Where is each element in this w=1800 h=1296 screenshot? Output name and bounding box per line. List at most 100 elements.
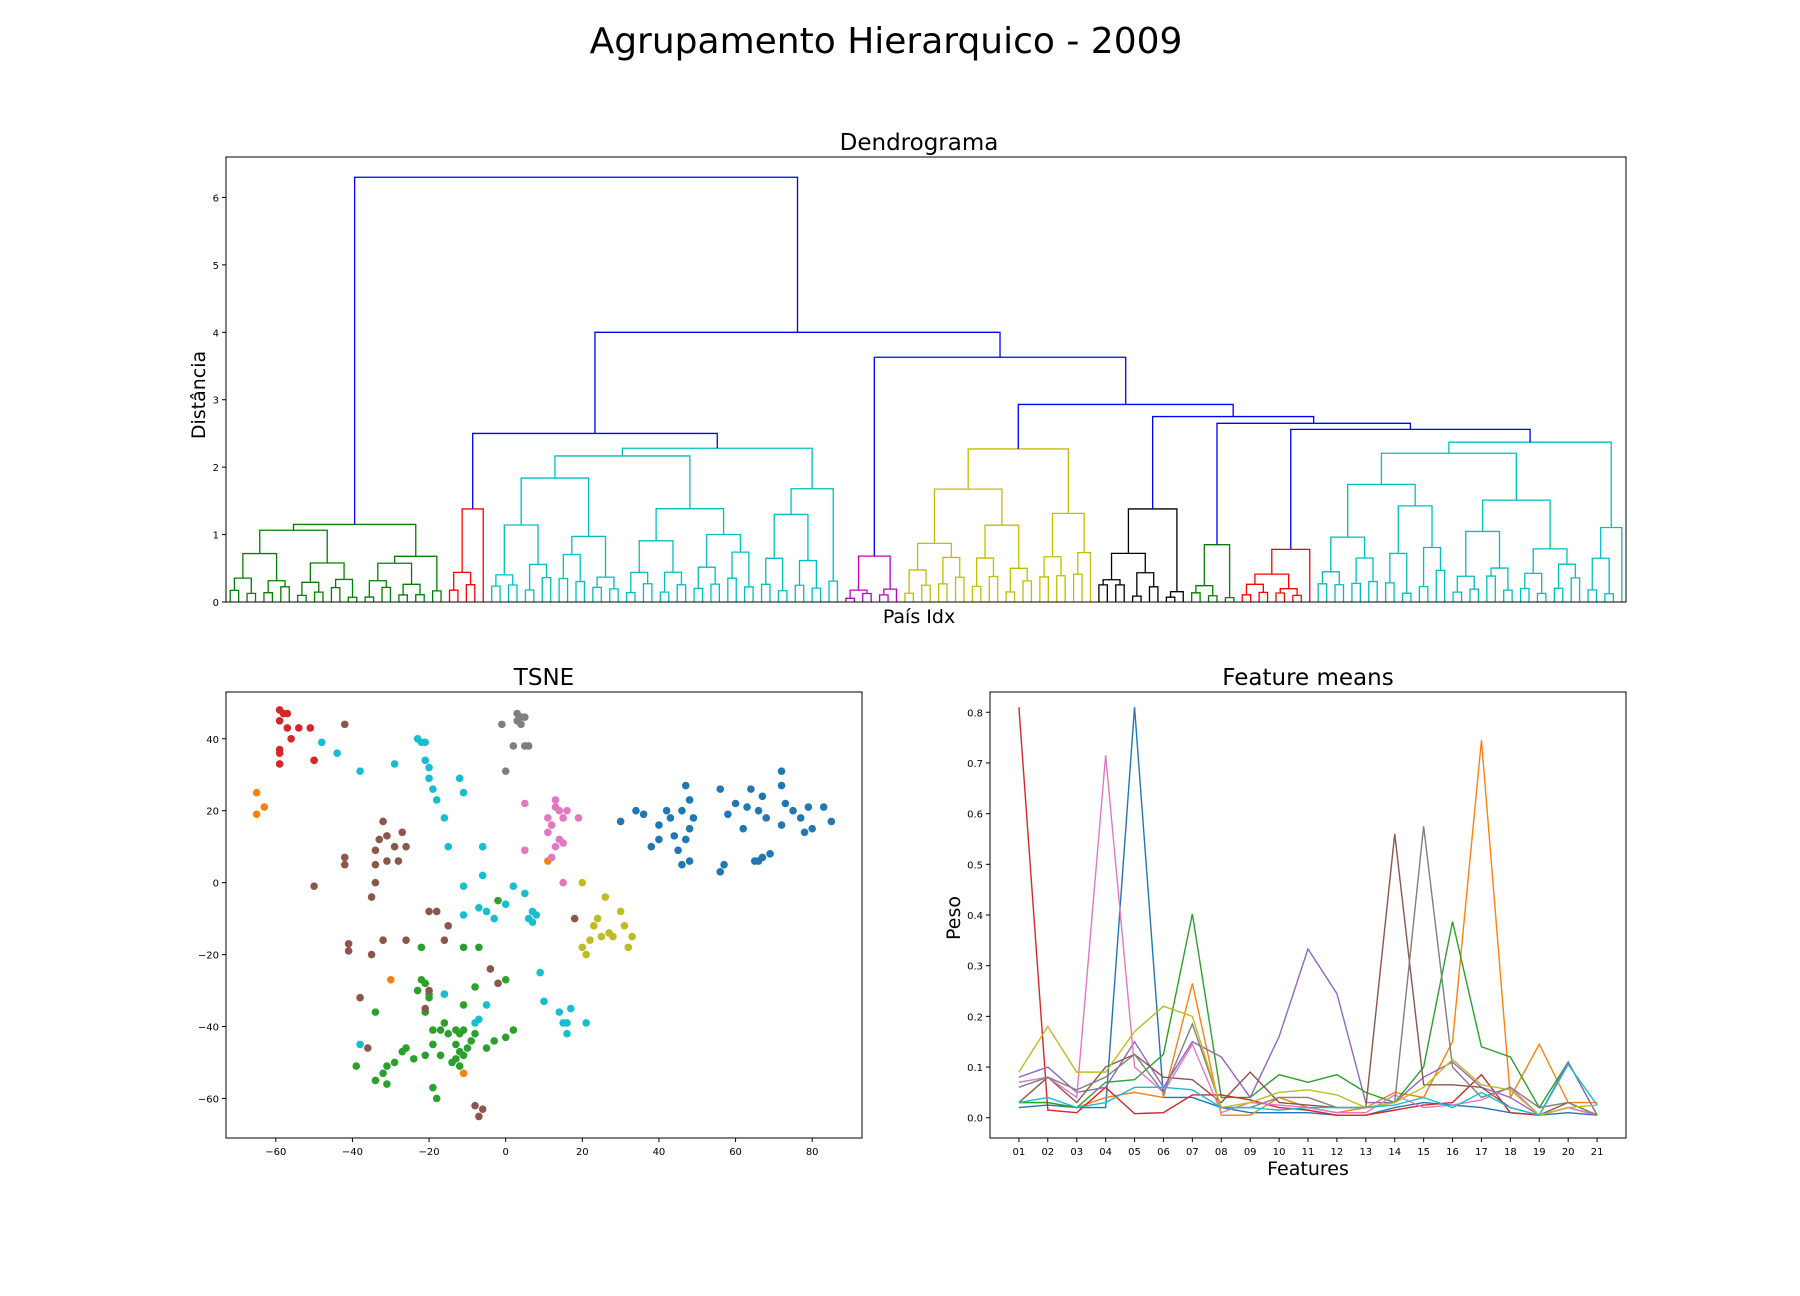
x-tick-label: 11 [1302, 1147, 1315, 1158]
scatter-point [421, 979, 430, 988]
dendrogram-link [1009, 567, 1028, 592]
scatter-point [739, 824, 748, 833]
scatter-point [471, 1101, 479, 1110]
scatter-point [819, 803, 828, 811]
scatter-point [340, 853, 349, 862]
dendrogram-link [625, 591, 636, 602]
feature-means-frame [989, 691, 1627, 1139]
scatter-point [532, 911, 541, 919]
scatter-point [478, 1105, 487, 1114]
series-line [1018, 707, 1598, 1116]
dendrogram-link [1536, 592, 1547, 602]
dendrogram-link [1481, 499, 1551, 549]
scatter-point [429, 1026, 437, 1034]
scatter-point [716, 868, 725, 876]
x-tick-label: 13 [1359, 1147, 1372, 1158]
scatter-point [444, 1029, 453, 1038]
scatter-point [655, 835, 663, 844]
dendrogram-title: Dendrograma [840, 130, 999, 156]
dendrogram-link [1102, 579, 1121, 585]
dendrogram-link [1347, 483, 1416, 538]
scatter-point [432, 1094, 441, 1103]
scatter-point [432, 796, 441, 804]
scatter-point [681, 781, 690, 790]
dendrogram-link [364, 596, 375, 602]
x-tick-label: 06 [1157, 1147, 1170, 1158]
dendrogram-link [921, 584, 931, 602]
scatter-point [544, 828, 552, 837]
dendrogram-link [794, 584, 805, 602]
dendrogram-link [448, 589, 459, 602]
scatter-point [524, 742, 533, 750]
dendrogram-link [1401, 592, 1412, 602]
scatter-point [544, 814, 552, 822]
dendrogram-link [1292, 594, 1302, 602]
dendrogram-link [377, 562, 413, 585]
scatter-point [582, 1019, 590, 1027]
dendrogram-link [1279, 588, 1298, 596]
scatter-point [383, 857, 391, 865]
feature-means-xlabel: Features [1267, 1158, 1349, 1180]
dendrogram-link [246, 592, 257, 602]
scatter-point [459, 943, 468, 952]
scatter-point [490, 914, 498, 923]
scatter-point [440, 814, 449, 822]
dendrogram-link [313, 591, 324, 602]
scatter-point [421, 1004, 430, 1013]
y-tick-label: 6 [213, 193, 219, 204]
scatter-point [452, 1040, 460, 1049]
dendrogram-ylabel: Distância [188, 351, 210, 439]
dendrogram-link [472, 432, 718, 509]
dendrogram-link [975, 557, 995, 587]
scatter-point [310, 756, 318, 765]
y-tick-label: 0.8 [967, 708, 983, 719]
dendrogram-link [1524, 572, 1543, 594]
dendrogram-link [263, 592, 274, 602]
dendrogram-link [1503, 589, 1513, 602]
dendrogram-link [773, 513, 809, 561]
dendrogram-link [571, 535, 607, 578]
x-tick-label: 02 [1041, 1147, 1054, 1158]
dendrogram-frame [225, 156, 1627, 603]
scatter-point [252, 788, 261, 797]
dendrogram-link [528, 563, 548, 591]
scatter-point [425, 774, 433, 783]
dendrogram-link [461, 508, 484, 602]
scatter-point [455, 774, 464, 783]
dendrogram-link [1110, 552, 1146, 580]
dendrogram-link [1275, 592, 1286, 602]
scatter-point [563, 1019, 571, 1027]
scatter-point [800, 828, 809, 837]
scatter-point [586, 936, 594, 944]
scatter-point [283, 709, 292, 718]
dendrogram-link [731, 551, 750, 587]
dendrogram-link [984, 524, 1020, 569]
dendrogram-link [727, 577, 737, 602]
x-tick-label: 17 [1475, 1147, 1488, 1158]
x-tick-label: 12 [1331, 1147, 1344, 1158]
dendrogram-link [942, 556, 961, 584]
scatter-point [436, 1051, 445, 1060]
scatter-point [482, 907, 491, 916]
dendrogram-link [394, 555, 438, 591]
y-tick-label: 0 [213, 879, 219, 890]
scatter-point [440, 936, 449, 944]
scatter-point [536, 968, 544, 977]
dendrogram-link [1351, 582, 1361, 602]
scatter-point [375, 835, 384, 844]
scatter-point [344, 947, 353, 955]
scatter-point [471, 1029, 479, 1038]
scatter-point [363, 1044, 372, 1052]
dendrogram-link [811, 587, 822, 602]
tsne-title: TSNE [513, 665, 574, 691]
dendrogram-link [638, 540, 674, 573]
scatter-point [425, 907, 433, 916]
x-tick-label: 60 [729, 1147, 742, 1158]
figure-title: Agrupamento Hierarquico - 2009 [590, 21, 1183, 62]
scatter-point [252, 810, 261, 819]
dendrogram-link [1334, 584, 1345, 602]
dendrogram-link [1321, 571, 1340, 585]
scatter-point [559, 839, 567, 847]
scatter-point [609, 932, 617, 941]
dendrogram-link [368, 580, 387, 598]
